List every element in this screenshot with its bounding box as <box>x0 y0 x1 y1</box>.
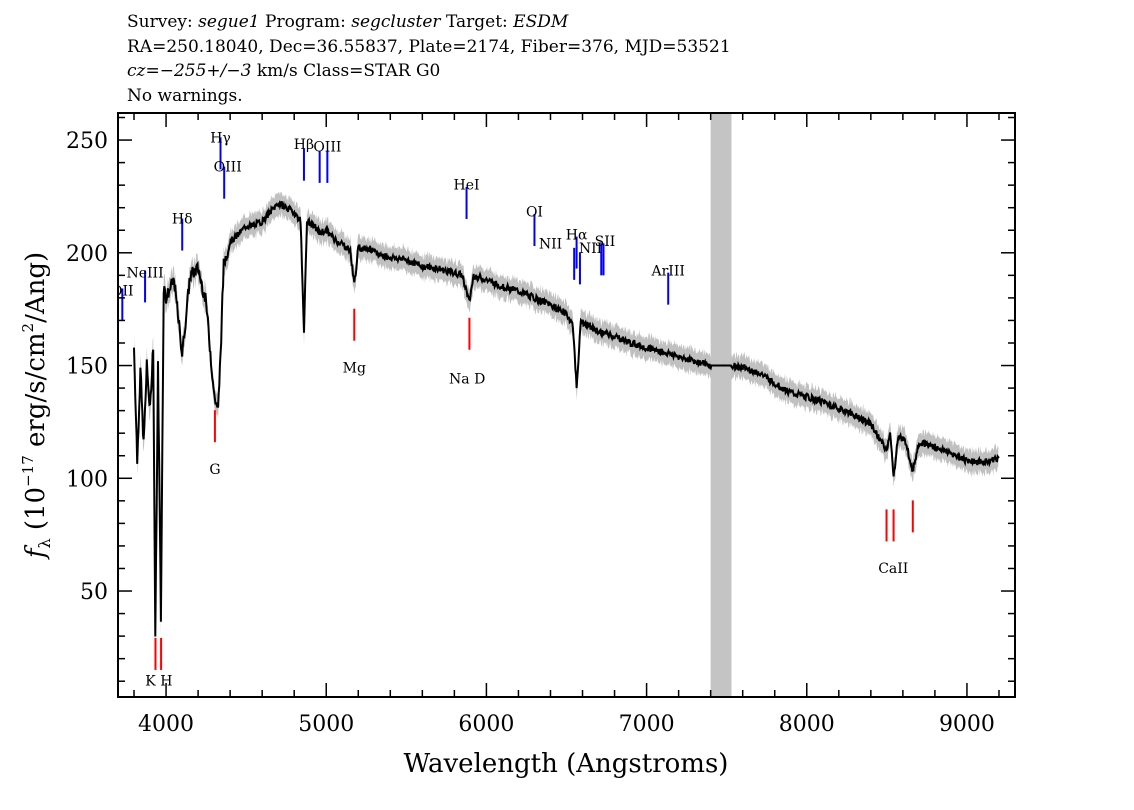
x-axis-title: Wavelength (Angstroms) <box>404 749 729 779</box>
emission-label-1: NeIII <box>126 266 163 282</box>
x-tick-label-8000: 8000 <box>779 712 835 737</box>
y-axis-exp1: −17 <box>19 455 37 487</box>
header-line-1: Survey: segue1 Program: segcluster Targe… <box>127 10 731 35</box>
y-tick-label-150: 150 <box>66 355 108 380</box>
cz-rest: km/s Class=STAR G0 <box>251 61 441 81</box>
x-tick-label-7000: 7000 <box>619 712 675 737</box>
emission-label-4: OIII <box>214 160 242 176</box>
cz-label: cz= <box>127 61 160 81</box>
y-tick-label-100: 100 <box>66 467 108 492</box>
absorption-label-2: Mg <box>343 360 366 376</box>
emission-label-11: NII <box>579 241 602 257</box>
survey-label: Survey: <box>127 12 193 32</box>
emission-label-0: OII <box>111 284 134 300</box>
y-tick-label-250: 250 <box>66 129 108 154</box>
absorption-label-1: G <box>209 462 220 478</box>
emission-label-5: Hβ <box>294 137 314 153</box>
emission-label-2: Hδ <box>172 211 193 227</box>
y-axis-title: fλ (10−17 erg/s/cm2/Ang) <box>19 252 54 560</box>
y-axis-open: (10 <box>21 487 51 539</box>
y-tick-label-50: 50 <box>80 580 108 605</box>
header-line-2: RA=250.18040, Dec=36.55837, Plate=2174, … <box>127 36 731 57</box>
x-tick-label-9000: 9000 <box>939 712 995 737</box>
target-label: Target: <box>445 12 508 32</box>
y-axis-lambda: λ <box>35 538 54 548</box>
x-tick-label-4000: 4000 <box>138 712 194 737</box>
absorption-label-3: Na D <box>449 372 485 388</box>
survey-value: segue1 <box>198 12 260 32</box>
emission-label-9: NII <box>539 236 562 252</box>
cz-value: −255+/−3 <box>159 61 252 81</box>
y-axis-mid: erg/s/cm <box>21 332 51 455</box>
y-axis-exp2: 2 <box>19 323 37 333</box>
emission-label-13: ArIII <box>651 263 685 279</box>
x-tick-label-6000: 6000 <box>458 712 514 737</box>
emission-label-10: Hα <box>566 227 588 243</box>
header-line-4: No warnings. <box>127 85 243 106</box>
emission-label-7: HeI <box>454 178 480 194</box>
absorption-label-4: CaII <box>878 561 908 577</box>
masked-region <box>710 113 732 697</box>
target-value: ESDM <box>513 12 569 32</box>
emission-label-8: OI <box>526 205 543 221</box>
y-tick-label-200: 200 <box>66 242 108 267</box>
emission-label-6: OIII <box>313 139 341 155</box>
program-label: Program: <box>265 12 346 32</box>
header-line-3: cz=−255+/−3 km/s Class=STAR G0 <box>127 59 731 84</box>
spectrum-header: Survey: segue1 Program: segcluster Targe… <box>127 10 731 108</box>
program-value: segcluster <box>351 12 441 32</box>
emission-label-12: SII <box>595 234 616 250</box>
x-tick-label-5000: 5000 <box>298 712 354 737</box>
y-axis-close: /Ang) <box>21 252 51 323</box>
spectrum-line <box>133 200 1000 637</box>
emission-label-3: Hγ <box>210 130 231 146</box>
plot-frame <box>117 112 1016 698</box>
absorption-label-0: K H <box>145 674 172 690</box>
